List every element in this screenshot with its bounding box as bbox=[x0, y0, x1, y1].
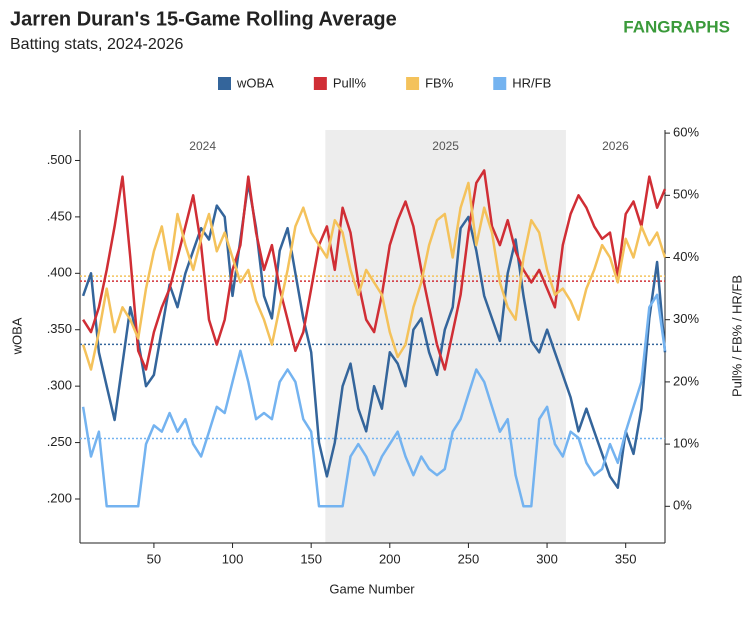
legend-label: wOBA bbox=[236, 75, 274, 90]
y-tick-label: .400 bbox=[47, 265, 72, 280]
y-tick-label: .200 bbox=[47, 490, 72, 505]
y2-tick-label: 50% bbox=[673, 187, 699, 202]
series-line bbox=[81, 181, 667, 489]
legend-swatch bbox=[406, 77, 420, 90]
legend-swatch bbox=[493, 77, 507, 90]
y2-tick-label: 30% bbox=[673, 311, 699, 326]
x-tick-label: 350 bbox=[615, 551, 637, 566]
legend-label: HR/FB bbox=[512, 75, 551, 90]
x-tick-label: 200 bbox=[379, 551, 401, 566]
season-label: 2026 bbox=[602, 139, 629, 153]
x-tick-label: 50 bbox=[147, 551, 161, 566]
y2-tick-label: 40% bbox=[673, 249, 699, 264]
y2-tick-label: 20% bbox=[673, 373, 699, 388]
x-axis-label: Game Number bbox=[329, 581, 415, 596]
y-axis-label: wOBA bbox=[9, 317, 24, 355]
y-tick-label: .350 bbox=[47, 321, 72, 336]
series-line bbox=[81, 181, 667, 371]
chart-title: Jarren Duran's 15-Game Rolling Average bbox=[10, 8, 397, 30]
x-tick-label: 250 bbox=[458, 551, 480, 566]
x-tick-label: 150 bbox=[300, 551, 322, 566]
logo: FANGRAPHS bbox=[623, 17, 730, 36]
chart-subtitle: Batting stats, 2024-2026 bbox=[10, 36, 184, 53]
y-tick-label: .250 bbox=[47, 434, 72, 449]
season-label: 2024 bbox=[189, 139, 216, 153]
x-tick-label: 100 bbox=[222, 551, 244, 566]
season-label: 2025 bbox=[432, 139, 459, 153]
series-line bbox=[82, 169, 667, 371]
y2-tick-label: 60% bbox=[673, 125, 699, 140]
y-tick-label: .450 bbox=[47, 208, 72, 223]
legend-swatch bbox=[218, 77, 231, 90]
legend-label: Pull% bbox=[333, 75, 367, 90]
y-tick-label: .300 bbox=[47, 378, 72, 393]
y2-tick-label: 10% bbox=[673, 436, 699, 451]
legend-label: FB% bbox=[425, 75, 454, 90]
y-tick-label: .500 bbox=[47, 152, 72, 167]
legend-swatch bbox=[313, 77, 327, 90]
x-tick-label: 300 bbox=[536, 551, 558, 566]
y2-tick-label: 0% bbox=[673, 498, 692, 513]
series-line bbox=[81, 293, 667, 508]
y2-axis-label: Pull% / FB% / HR/FB bbox=[729, 275, 744, 397]
season-band bbox=[325, 130, 566, 543]
